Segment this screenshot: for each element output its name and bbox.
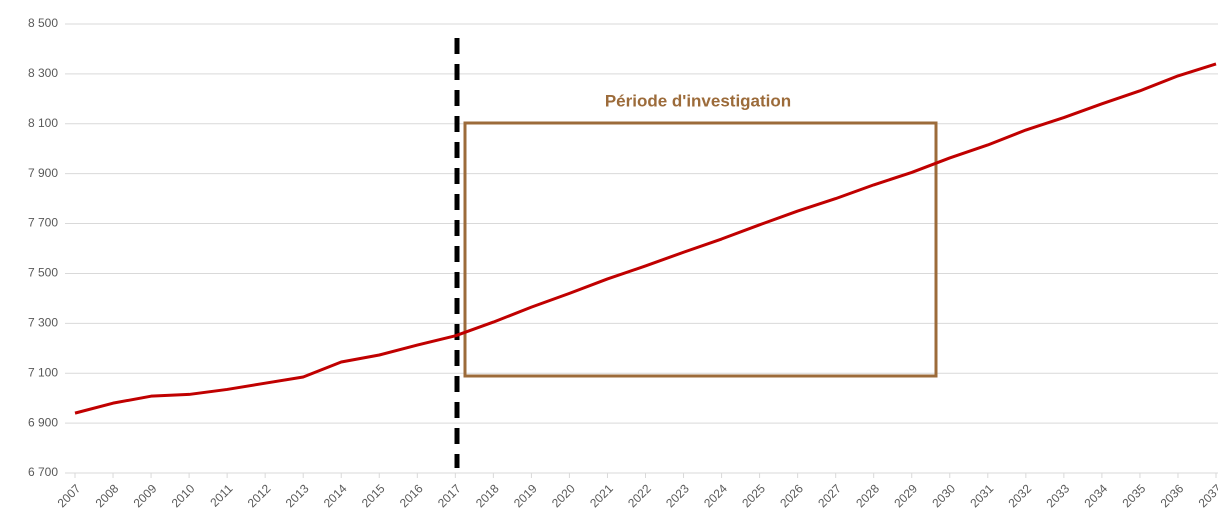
y-tick-label: 6 900 (28, 415, 58, 429)
x-tick-label: 2034 (1081, 481, 1110, 510)
x-tick-label: 2009 (131, 481, 160, 510)
x-tick-label: 2020 (549, 481, 578, 510)
y-tick-label: 7 500 (28, 266, 58, 280)
x-tick-label: 2037 (1196, 481, 1218, 510)
x-tick-label: 2022 (625, 481, 654, 510)
data-line (74, 62, 1217, 415)
x-tick-label: 2018 (473, 481, 502, 510)
x-tick-label: 2017 (435, 481, 464, 510)
x-tick-label: 2030 (929, 481, 958, 510)
x-tick-label: 2008 (93, 481, 122, 510)
x-tick-label: 2015 (359, 481, 388, 510)
y-tick-label: 7 100 (28, 365, 58, 379)
x-tick-label: 2013 (283, 481, 312, 510)
x-tick-label: 2010 (169, 481, 198, 510)
x-tick-label: 2014 (321, 481, 350, 510)
x-tick-label: 2026 (777, 481, 806, 510)
x-tick-label: 2035 (1120, 481, 1149, 510)
x-tick-label: 2032 (1005, 481, 1034, 510)
annotation: Période d'investigation (605, 91, 791, 110)
y-tick-label: 7 700 (28, 216, 58, 230)
y-tick-label: 8 500 (28, 16, 58, 30)
y-tick-label: 8 100 (28, 116, 58, 130)
x-tick-label: 2029 (891, 481, 920, 510)
x-tick-label: 2033 (1043, 481, 1072, 510)
x-tick-label: 2021 (587, 481, 616, 510)
x-tick-label: 2023 (663, 481, 692, 510)
investigation-box (463, 121, 938, 378)
x-tick-label: 2012 (245, 481, 274, 510)
y-tick-label: 7 900 (28, 166, 58, 180)
x-tick-label: 2036 (1158, 481, 1187, 510)
x-tick-label: 2016 (397, 481, 426, 510)
y-tick-label: 7 300 (28, 316, 58, 330)
x-tick-label: 2031 (967, 481, 996, 510)
x-tick-label: 2019 (511, 481, 540, 510)
x-tick-label: 2011 (207, 481, 235, 509)
y-tick-label: 8 300 (28, 66, 58, 80)
x-tick-label: 2028 (853, 481, 882, 510)
y-tick-label: 6 700 (28, 465, 58, 479)
x-tick-label: 2007 (55, 481, 84, 510)
x-tick-label: 2027 (815, 481, 844, 510)
x-tick-label: 2024 (701, 481, 730, 510)
x-tick-label: 2025 (739, 481, 768, 510)
